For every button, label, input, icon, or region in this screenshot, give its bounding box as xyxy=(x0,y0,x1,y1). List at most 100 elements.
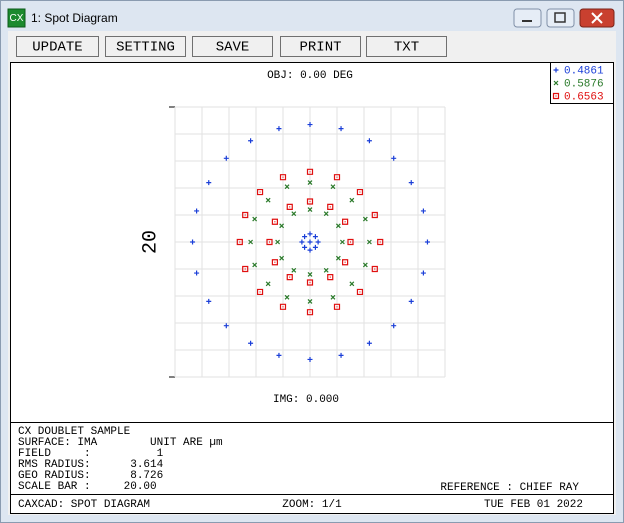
spot xyxy=(279,174,287,181)
spot xyxy=(366,138,372,144)
spots xyxy=(190,122,430,362)
spot xyxy=(377,238,384,246)
spot xyxy=(333,174,341,181)
spot xyxy=(408,298,414,304)
spot xyxy=(190,239,196,245)
spot xyxy=(306,279,314,286)
spot xyxy=(338,126,344,132)
spot xyxy=(223,323,229,329)
minimize-button[interactable] xyxy=(513,8,542,28)
spot xyxy=(306,168,314,175)
spot xyxy=(420,270,426,276)
legend-label: 0.6563 xyxy=(564,91,604,103)
spot xyxy=(323,211,329,217)
spot xyxy=(265,281,271,287)
footer-zoom: ZOOM: 1/1 xyxy=(282,499,342,511)
legend-marker xyxy=(553,67,559,73)
info-line: CX DOUBLET SAMPLE xyxy=(18,426,131,438)
spot xyxy=(330,294,336,300)
spot xyxy=(223,155,229,161)
toolbar-button-label: PRINT xyxy=(299,40,341,56)
spot xyxy=(342,218,349,225)
spot xyxy=(236,238,243,246)
toolbar-button-label: SETTING xyxy=(116,40,175,56)
spot xyxy=(391,323,397,329)
toolbar-button[interactable] xyxy=(280,36,361,57)
spot xyxy=(339,239,345,245)
spot xyxy=(356,188,364,196)
info-line: FIELD : 1 xyxy=(18,448,164,460)
spot xyxy=(194,270,200,276)
spot xyxy=(362,216,368,222)
chart-title: OBJ: 0.00 DEG xyxy=(267,70,353,82)
spot xyxy=(256,188,264,196)
toolbar-button-label: SAVE xyxy=(216,40,250,56)
app-icon xyxy=(7,8,26,28)
spot xyxy=(248,340,254,346)
toolbar-button[interactable] xyxy=(105,36,186,57)
spot xyxy=(248,239,254,245)
spot xyxy=(276,126,282,132)
spot xyxy=(206,298,212,304)
legend-marker xyxy=(552,92,560,100)
spot xyxy=(306,198,314,205)
spot xyxy=(307,207,313,213)
spot xyxy=(307,239,313,245)
footer-left: CAXCAD: SPOT DIAGRAM xyxy=(18,499,150,511)
spot xyxy=(323,267,329,273)
toolbar: UPDATE SETTING SAVE PRINT TXT xyxy=(16,36,447,57)
spot xyxy=(306,309,314,316)
spot xyxy=(362,262,368,268)
footer-date: TUE FEB 01 2022 xyxy=(484,499,583,511)
spot xyxy=(366,340,372,346)
maximize-icon xyxy=(554,12,566,23)
spot xyxy=(276,352,282,358)
toolbar-button-label: TXT xyxy=(394,40,419,56)
spot xyxy=(279,255,285,261)
plot-panel xyxy=(10,62,614,514)
spot xyxy=(256,288,264,296)
spot xyxy=(265,197,271,203)
spot xyxy=(307,271,313,277)
spot xyxy=(252,216,258,222)
toolbar-button[interactable] xyxy=(366,36,447,57)
spot xyxy=(252,262,258,268)
spot xyxy=(248,138,254,144)
spot xyxy=(194,208,200,214)
spot xyxy=(271,259,278,266)
spot xyxy=(307,247,313,253)
spot xyxy=(279,303,287,310)
spot xyxy=(291,211,297,217)
reference: REFERENCE : CHIEF RAY xyxy=(440,482,579,494)
spot xyxy=(299,239,305,245)
spot xyxy=(349,197,355,203)
spot xyxy=(347,238,354,246)
toolbar-button[interactable] xyxy=(192,36,273,57)
spot xyxy=(271,218,278,225)
spot xyxy=(366,239,372,245)
spot xyxy=(302,234,308,240)
maximize-button[interactable] xyxy=(546,8,575,28)
legend-label: 0.4861 xyxy=(564,65,604,77)
spot xyxy=(327,203,334,210)
spot xyxy=(330,184,336,190)
spot xyxy=(291,267,297,273)
spot xyxy=(275,239,281,245)
toolbar-button[interactable] xyxy=(16,36,99,57)
spot xyxy=(335,255,341,261)
spot xyxy=(279,223,285,229)
spot xyxy=(391,155,397,161)
spot xyxy=(286,274,293,281)
legend-label: 0.5876 xyxy=(564,78,604,90)
info-line: SCALE BAR : 20.00 xyxy=(18,481,157,493)
grid xyxy=(174,106,446,378)
spot xyxy=(342,259,349,266)
spot xyxy=(286,203,293,210)
spot xyxy=(335,223,341,229)
spot xyxy=(302,244,308,250)
spot xyxy=(338,352,344,358)
info-line: SURFACE: IMA UNIT ARE µm xyxy=(18,437,223,449)
info-line: GEO RADIUS: 8.726 xyxy=(18,470,163,482)
